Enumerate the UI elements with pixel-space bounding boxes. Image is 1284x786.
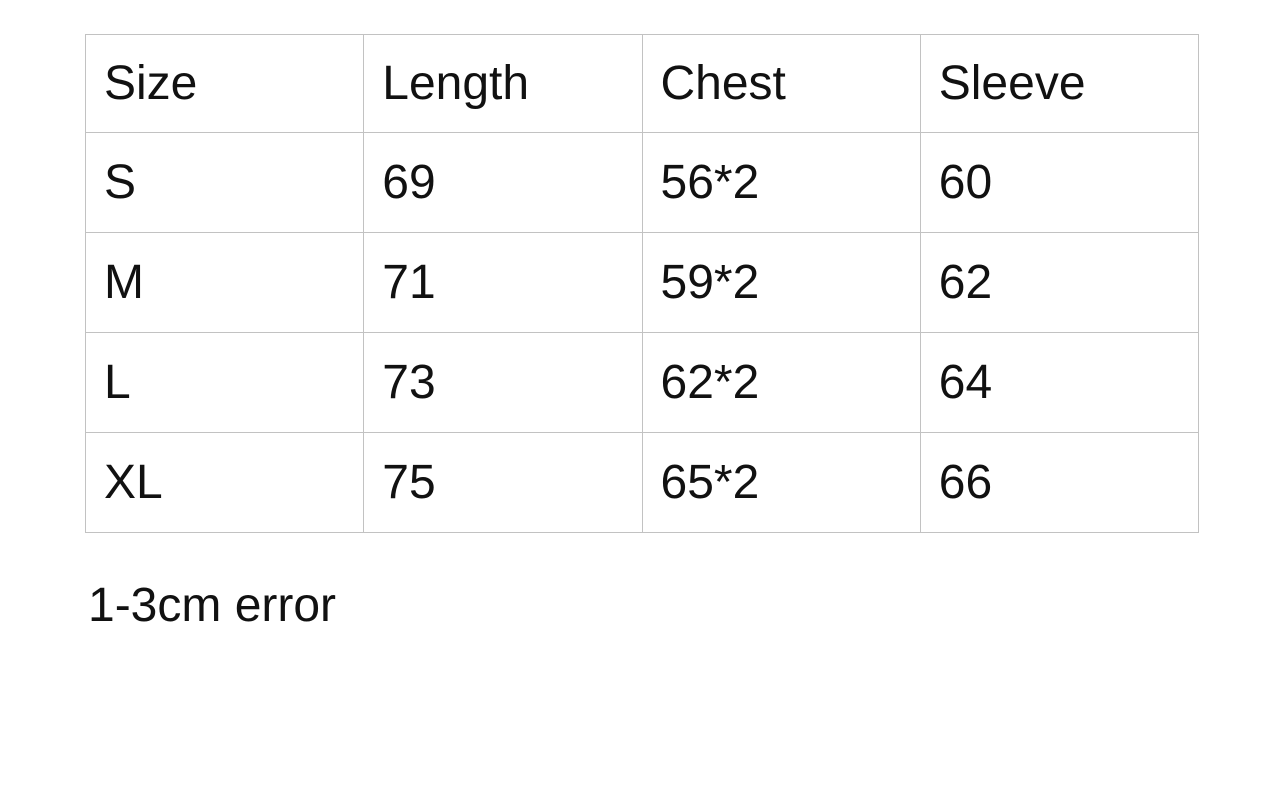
cell-chest: 65*2	[641, 432, 921, 533]
cell-size: L	[84, 332, 365, 433]
table-row-m: M 71 59*2 62	[84, 232, 1200, 333]
column-header-size: Size	[84, 34, 365, 133]
column-header-chest: Chest	[641, 34, 921, 133]
table-row-l: L 73 62*2 64	[84, 332, 1200, 433]
size-chart-table: Size Length Chest Sleeve S 69 56*2 60 M …	[84, 34, 1200, 533]
header-row: Size Length Chest Sleeve	[84, 34, 1200, 133]
cell-chest: 59*2	[641, 232, 921, 333]
tolerance-note: 1-3cm error	[88, 579, 337, 632]
cell-length: 69	[363, 132, 643, 233]
column-header-length: Length	[363, 34, 643, 133]
cell-chest: 56*2	[641, 132, 921, 233]
table-row-s: S 69 56*2 60	[84, 132, 1200, 233]
cell-sleeve: 66	[919, 432, 1200, 533]
cell-length: 73	[363, 332, 643, 433]
cell-length: 71	[363, 232, 643, 333]
cell-chest: 62*2	[641, 332, 921, 433]
cell-length: 75	[363, 432, 643, 533]
cell-size: S	[84, 132, 365, 233]
cell-size: XL	[84, 432, 365, 533]
cell-sleeve: 62	[919, 232, 1200, 333]
cell-sleeve: 64	[919, 332, 1200, 433]
cell-size: M	[84, 232, 365, 333]
cell-sleeve: 60	[919, 132, 1200, 233]
table-row-xl: XL 75 65*2 66	[84, 432, 1200, 533]
column-header-sleeve: Sleeve	[919, 34, 1200, 133]
